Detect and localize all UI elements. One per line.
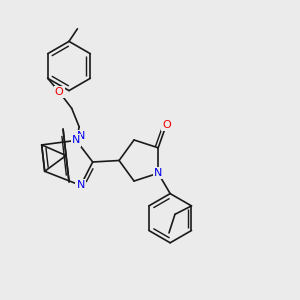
Text: O: O <box>162 120 171 130</box>
Text: N: N <box>154 168 162 178</box>
Text: O: O <box>55 87 64 97</box>
Text: N: N <box>72 135 80 146</box>
Text: N: N <box>76 131 85 141</box>
Text: N: N <box>76 180 85 190</box>
